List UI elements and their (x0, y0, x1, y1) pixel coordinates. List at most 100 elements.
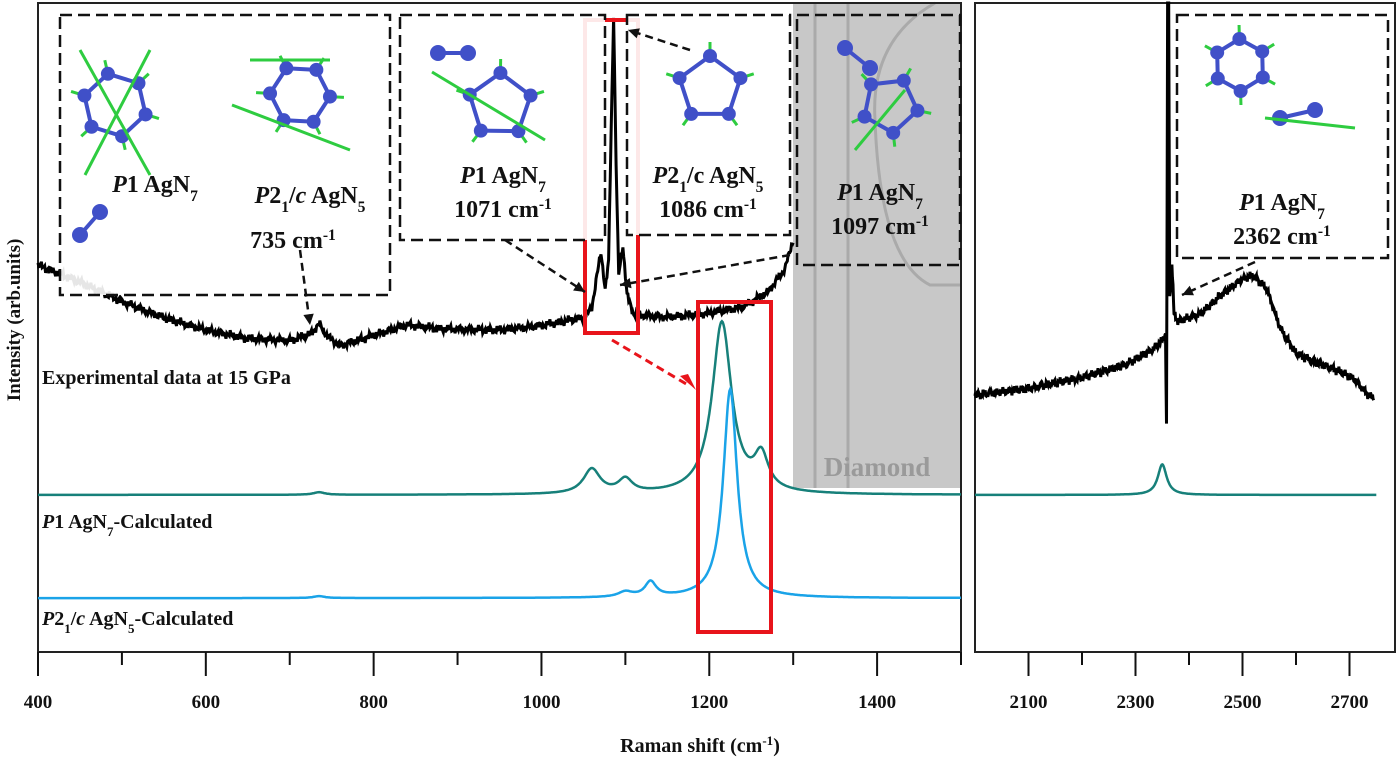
annotation-label-part: 1 AgN (127, 172, 191, 198)
annotation-label-part: P (652, 163, 668, 189)
annotation-label: P1 AgN7 (836, 180, 923, 213)
arrowhead-icon (620, 277, 632, 289)
calculated-trace-left-2 (38, 385, 961, 600)
n2-dimer (837, 40, 878, 76)
x-axis-label-part: -1 (762, 733, 773, 748)
annotation-label: 2362 cm-1 (1233, 223, 1331, 251)
annotation-label: P1 AgN7 (111, 172, 198, 205)
annotation-label-part: 1086 cm (659, 197, 744, 223)
series-label-part: P (41, 608, 55, 630)
diamond-label: Diamond (824, 452, 931, 482)
annotation-label-part: 1071 cm (454, 197, 539, 223)
annotation-label-part: 1 AgN (475, 163, 539, 189)
annotation-label-part: AgN (306, 183, 358, 209)
x-tick-label: 2500 (1224, 692, 1262, 713)
annotation-label-part: P (111, 172, 127, 198)
series-label: Experimental data at 15 GPa (42, 367, 291, 389)
annotation-arrow (1181, 260, 1256, 297)
inset-box-4 (795, 13, 962, 267)
annotation-label-part: 1 AgN (852, 180, 916, 206)
arrowhead-icon (573, 281, 585, 292)
series-label-part: P (41, 511, 55, 533)
annotation-label: 1086 cm-1 (659, 196, 757, 224)
highlight-box-calculated (696, 300, 773, 634)
annotation-label-part: P (836, 180, 852, 206)
x-tick-label: 1400 (858, 692, 896, 713)
calculated-trace-right-1 (975, 462, 1377, 497)
series-label-part: c (76, 608, 85, 630)
calculated-trace-left-1 (38, 319, 961, 497)
x-tick-label: 1000 (522, 692, 560, 713)
annotation-label-part: / (288, 183, 296, 209)
series-label-part: AgN (85, 608, 128, 630)
arrowhead-icon (303, 313, 314, 325)
annotation-label-part: -1 (744, 196, 757, 213)
annotation-label-part: 735 cm (250, 228, 323, 254)
vibration-vector (431, 70, 546, 142)
right-plot-frame (974, 2, 1396, 653)
x-tick-label: 1200 (690, 692, 728, 713)
series-label: P21/c AgN5-Calculated (41, 608, 233, 636)
x-axis-label-part: ) (773, 735, 780, 757)
p1-agn7-molecule-2362 (1204, 24, 1276, 106)
annotation-label-part: /c AgN (686, 163, 756, 189)
inset-box-1 (58, 13, 392, 297)
x-tick-label: 2100 (1010, 692, 1048, 713)
n2-dimer (1272, 102, 1323, 126)
annotation-label-part: c (296, 183, 307, 209)
vibration-vector (231, 103, 351, 152)
annotation-label-part: 1 (679, 179, 687, 196)
annotation-label-part: 1 AgN (1254, 190, 1318, 216)
annotation-label: P1 AgN7 (1238, 190, 1325, 223)
series-label: P1 AgN7-Calculated (41, 511, 212, 539)
annotation-label-part: 2362 cm (1233, 224, 1318, 250)
x-tick-label: 800 (359, 692, 388, 713)
x-axis-label: Raman shift (cm-1) (620, 733, 780, 758)
annotation-label-part: 5 (358, 199, 366, 216)
series-label-part: 1 AgN (54, 511, 107, 533)
red-arrowhead (680, 374, 696, 390)
annotation-label-part: P (459, 163, 475, 189)
annotation-arrow (504, 238, 586, 294)
x-tick-label: 600 (192, 692, 221, 713)
experimental-trace-left (36, 17, 795, 353)
annotation-label: 1071 cm-1 (454, 196, 552, 224)
series-label-part: Experimental data at 15 GPa (42, 367, 291, 389)
annotation-label-part: 7 (190, 188, 198, 205)
series-label-part: 2 (54, 608, 64, 630)
annotation-label-part: 1097 cm (831, 214, 916, 240)
p21c-agn5-molecule-1086 (665, 42, 755, 127)
y-axis-label: Intensity (arb.units) (4, 239, 25, 402)
annotation-label-part: 2 (269, 183, 281, 209)
series-label-part: 5 (128, 621, 135, 636)
series-label-part: / (70, 608, 77, 630)
vibration-vector (853, 89, 907, 151)
annotation-label: P21/c AgN5 (254, 183, 366, 216)
p1-agn7-molecule-1097 (851, 67, 932, 147)
annotation-label-part: P (254, 183, 270, 209)
annotation-label-part: 7 (1317, 206, 1325, 223)
n2-dimer (430, 45, 476, 61)
annotation-label-part: 2 (667, 163, 679, 189)
series-label-part: -Calculated (134, 608, 233, 630)
annotation-arrow (619, 253, 791, 287)
red-arrow (611, 338, 689, 387)
experimental-trace-right (973, 1, 1376, 424)
left-plot-frame (37, 2, 962, 653)
x-tick-label: 400 (24, 692, 53, 713)
annotation-label-part: -1 (539, 196, 552, 213)
vibration-vector (78, 49, 152, 176)
annotation-label: P1 AgN7 (459, 163, 546, 196)
annotation-label: 1097 cm-1 (831, 213, 929, 241)
annotation-label-part: 7 (538, 179, 546, 196)
annotation-label-part: -1 (916, 213, 929, 230)
inset-box-5 (1175, 13, 1390, 260)
annotation-label-part: -1 (1318, 223, 1331, 240)
annotation-label-part: 1 (281, 199, 289, 216)
series-label-part: 1 (64, 621, 71, 636)
annotation-label-part: 5 (756, 179, 764, 196)
n2-dimer (72, 204, 108, 243)
vibration-vector (83, 49, 152, 176)
series-label-part: 7 (107, 524, 114, 539)
